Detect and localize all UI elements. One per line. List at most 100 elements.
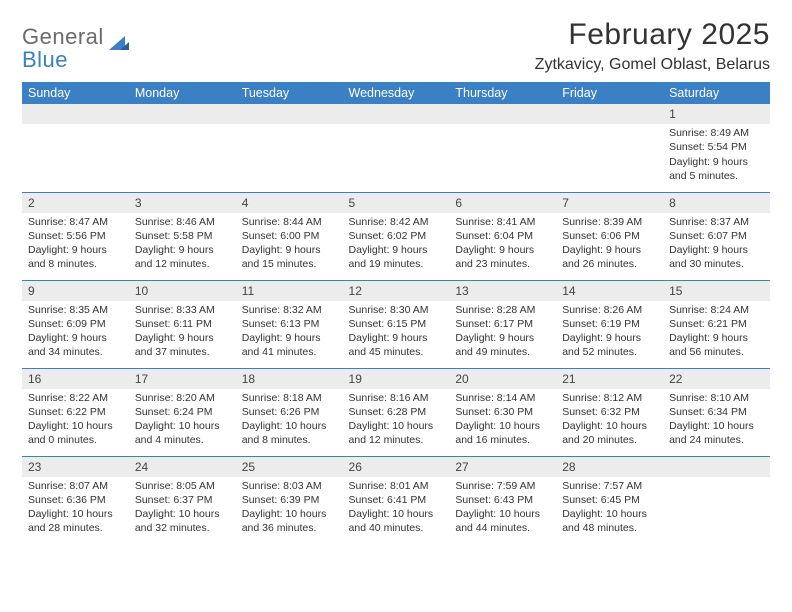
sunset-text: Sunset: 6:15 PM (349, 317, 444, 331)
day-number: 27 (449, 457, 556, 477)
daylight-text: Daylight: 10 hours and 0 minutes. (28, 419, 123, 447)
day-content: Sunrise: 8:39 AMSunset: 6:06 PMDaylight:… (556, 213, 663, 276)
day-number (236, 104, 343, 124)
day-content: Sunrise: 7:59 AMSunset: 6:43 PMDaylight:… (449, 477, 556, 540)
calendar-cell: 14Sunrise: 8:26 AMSunset: 6:19 PMDayligh… (556, 280, 663, 368)
daylight-text: Daylight: 9 hours and 23 minutes. (455, 243, 550, 271)
calendar-cell: 9Sunrise: 8:35 AMSunset: 6:09 PMDaylight… (22, 280, 129, 368)
day-number: 17 (129, 369, 236, 389)
day-content: Sunrise: 8:42 AMSunset: 6:02 PMDaylight:… (343, 213, 450, 276)
daylight-text: Daylight: 9 hours and 12 minutes. (135, 243, 230, 271)
day-content: Sunrise: 8:35 AMSunset: 6:09 PMDaylight:… (22, 301, 129, 364)
daylight-text: Daylight: 10 hours and 12 minutes. (349, 419, 444, 447)
day-number: 10 (129, 281, 236, 301)
day-header: Wednesday (343, 82, 450, 104)
daylight-text: Daylight: 10 hours and 44 minutes. (455, 507, 550, 535)
sunrise-text: Sunrise: 8:16 AM (349, 391, 444, 405)
daylight-text: Daylight: 9 hours and 30 minutes. (669, 243, 764, 271)
day-content: Sunrise: 8:44 AMSunset: 6:00 PMDaylight:… (236, 213, 343, 276)
day-number: 9 (22, 281, 129, 301)
daylight-text: Daylight: 9 hours and 15 minutes. (242, 243, 337, 271)
daylight-text: Daylight: 9 hours and 45 minutes. (349, 331, 444, 359)
daylight-text: Daylight: 10 hours and 28 minutes. (28, 507, 123, 535)
day-content: Sunrise: 7:57 AMSunset: 6:45 PMDaylight:… (556, 477, 663, 540)
location-text: Zytkavicy, Gomel Oblast, Belarus (535, 56, 770, 74)
logo: General Blue (22, 24, 130, 70)
sunset-text: Sunset: 6:30 PM (455, 405, 550, 419)
day-number: 26 (343, 457, 450, 477)
day-content: Sunrise: 8:30 AMSunset: 6:15 PMDaylight:… (343, 301, 450, 364)
day-number: 23 (22, 457, 129, 477)
logo-line1: General (22, 24, 104, 49)
sunset-text: Sunset: 5:56 PM (28, 229, 123, 243)
sunset-text: Sunset: 5:54 PM (669, 140, 764, 154)
sunset-text: Sunset: 6:22 PM (28, 405, 123, 419)
sunrise-text: Sunrise: 8:33 AM (135, 303, 230, 317)
logo-line2: Blue (22, 50, 104, 70)
sunset-text: Sunset: 6:04 PM (455, 229, 550, 243)
day-content: Sunrise: 8:49 AMSunset: 5:54 PMDaylight:… (663, 124, 770, 187)
day-content: Sunrise: 8:22 AMSunset: 6:22 PMDaylight:… (22, 389, 129, 452)
day-number (22, 104, 129, 124)
daylight-text: Daylight: 10 hours and 24 minutes. (669, 419, 764, 447)
sunrise-text: Sunrise: 8:24 AM (669, 303, 764, 317)
calendar-cell: 10Sunrise: 8:33 AMSunset: 6:11 PMDayligh… (129, 280, 236, 368)
day-content: Sunrise: 8:18 AMSunset: 6:26 PMDaylight:… (236, 389, 343, 452)
sunrise-text: Sunrise: 8:44 AM (242, 215, 337, 229)
sunset-text: Sunset: 5:58 PM (135, 229, 230, 243)
day-number: 3 (129, 193, 236, 213)
daylight-text: Daylight: 9 hours and 5 minutes. (669, 155, 764, 183)
day-number (556, 104, 663, 124)
sunrise-text: Sunrise: 7:57 AM (562, 479, 657, 493)
day-content: Sunrise: 8:20 AMSunset: 6:24 PMDaylight:… (129, 389, 236, 452)
day-content: Sunrise: 8:41 AMSunset: 6:04 PMDaylight:… (449, 213, 556, 276)
sunrise-text: Sunrise: 8:07 AM (28, 479, 123, 493)
calendar-cell (663, 456, 770, 544)
day-number: 25 (236, 457, 343, 477)
calendar-cell (236, 104, 343, 192)
day-content: Sunrise: 8:01 AMSunset: 6:41 PMDaylight:… (343, 477, 450, 540)
daylight-text: Daylight: 10 hours and 40 minutes. (349, 507, 444, 535)
sunset-text: Sunset: 6:26 PM (242, 405, 337, 419)
daylight-text: Daylight: 9 hours and 37 minutes. (135, 331, 230, 359)
daylight-text: Daylight: 10 hours and 48 minutes. (562, 507, 657, 535)
day-number: 24 (129, 457, 236, 477)
day-number: 21 (556, 369, 663, 389)
sunrise-text: Sunrise: 8:05 AM (135, 479, 230, 493)
calendar-cell: 23Sunrise: 8:07 AMSunset: 6:36 PMDayligh… (22, 456, 129, 544)
calendar-cell: 18Sunrise: 8:18 AMSunset: 6:26 PMDayligh… (236, 368, 343, 456)
calendar-cell (556, 104, 663, 192)
calendar-cell: 26Sunrise: 8:01 AMSunset: 6:41 PMDayligh… (343, 456, 450, 544)
sunset-text: Sunset: 6:45 PM (562, 493, 657, 507)
day-content: Sunrise: 8:24 AMSunset: 6:21 PMDaylight:… (663, 301, 770, 364)
daylight-text: Daylight: 9 hours and 34 minutes. (28, 331, 123, 359)
sunrise-text: Sunrise: 8:47 AM (28, 215, 123, 229)
day-number: 2 (22, 193, 129, 213)
day-number (129, 104, 236, 124)
month-title: February 2025 (535, 18, 770, 52)
sunrise-text: Sunrise: 8:03 AM (242, 479, 337, 493)
day-content: Sunrise: 8:12 AMSunset: 6:32 PMDaylight:… (556, 389, 663, 452)
calendar-table: Sunday Monday Tuesday Wednesday Thursday… (22, 82, 770, 544)
day-number: 19 (343, 369, 450, 389)
daylight-text: Daylight: 10 hours and 16 minutes. (455, 419, 550, 447)
calendar-cell: 27Sunrise: 7:59 AMSunset: 6:43 PMDayligh… (449, 456, 556, 544)
sunrise-text: Sunrise: 8:01 AM (349, 479, 444, 493)
daylight-text: Daylight: 9 hours and 49 minutes. (455, 331, 550, 359)
calendar-cell (449, 104, 556, 192)
sunrise-text: Sunrise: 8:10 AM (669, 391, 764, 405)
day-number (343, 104, 450, 124)
day-number: 14 (556, 281, 663, 301)
daylight-text: Daylight: 9 hours and 8 minutes. (28, 243, 123, 271)
day-content: Sunrise: 8:28 AMSunset: 6:17 PMDaylight:… (449, 301, 556, 364)
sunrise-text: Sunrise: 8:14 AM (455, 391, 550, 405)
calendar-cell: 13Sunrise: 8:28 AMSunset: 6:17 PMDayligh… (449, 280, 556, 368)
sunset-text: Sunset: 6:17 PM (455, 317, 550, 331)
day-number (449, 104, 556, 124)
daylight-text: Daylight: 9 hours and 41 minutes. (242, 331, 337, 359)
calendar-week-row: 23Sunrise: 8:07 AMSunset: 6:36 PMDayligh… (22, 456, 770, 544)
calendar-cell: 8Sunrise: 8:37 AMSunset: 6:07 PMDaylight… (663, 192, 770, 280)
day-content: Sunrise: 8:37 AMSunset: 6:07 PMDaylight:… (663, 213, 770, 276)
calendar-cell: 17Sunrise: 8:20 AMSunset: 6:24 PMDayligh… (129, 368, 236, 456)
day-content: Sunrise: 8:14 AMSunset: 6:30 PMDaylight:… (449, 389, 556, 452)
